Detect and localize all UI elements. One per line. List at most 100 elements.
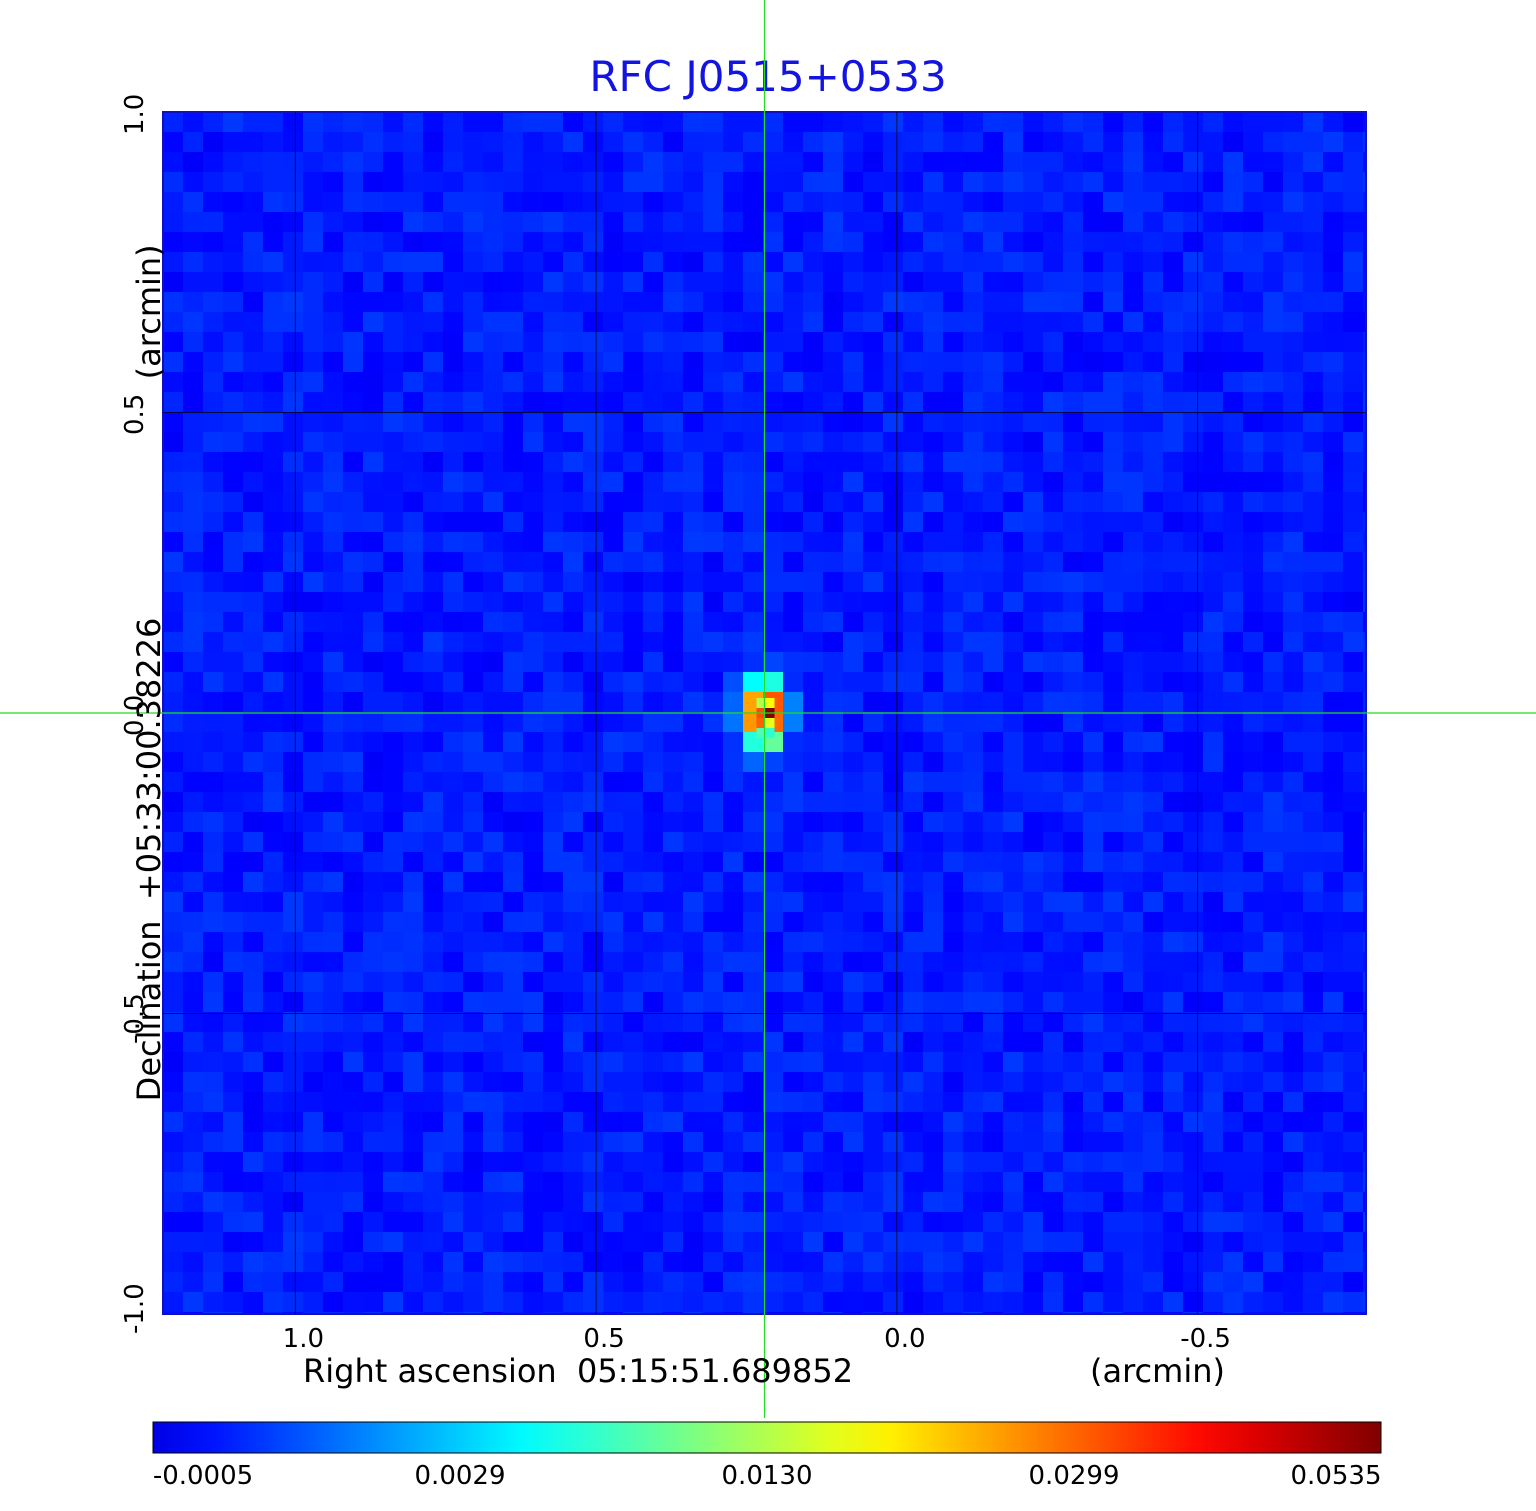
map-pixel [1143, 912, 1163, 932]
map-pixel [1183, 172, 1203, 192]
map-pixel [1103, 1072, 1123, 1092]
map-pixel [243, 452, 263, 472]
map-pixel [443, 492, 463, 512]
map-pixel [223, 492, 243, 512]
map-pixel [383, 512, 403, 532]
map-pixel [1003, 852, 1023, 872]
map-pixel [803, 452, 823, 472]
map-pixel [1263, 792, 1283, 812]
map-pixel [1023, 472, 1043, 492]
map-pixel [403, 692, 423, 712]
map-pixel [1223, 692, 1243, 712]
map-pixel [463, 172, 483, 192]
map-pixel [443, 352, 463, 372]
map-pixel [843, 732, 863, 752]
map-pixel [823, 1132, 843, 1152]
map-pixel [1003, 992, 1023, 1012]
map-pixel [263, 932, 283, 952]
map-pixel [483, 792, 503, 812]
map-pixel [183, 792, 203, 812]
map-pixel [223, 1292, 243, 1312]
map-pixel [203, 1052, 223, 1072]
map-pixel [1343, 1112, 1363, 1132]
map-pixel [443, 772, 463, 792]
map-pixel [663, 932, 683, 952]
map-pixel [1183, 792, 1203, 812]
map-pixel [403, 912, 423, 932]
map-pixel [643, 452, 663, 472]
map-pixel [1323, 132, 1343, 152]
map-pixel [883, 952, 903, 972]
map-pixel [483, 1292, 503, 1312]
map-pixel [303, 732, 323, 752]
map-pixel [683, 892, 703, 912]
map-pixel [723, 972, 743, 992]
map-pixel [723, 1172, 743, 1192]
map-pixel [483, 1012, 503, 1032]
map-pixel [203, 512, 223, 532]
map-pixel [883, 1212, 903, 1232]
map-pixel [1163, 1252, 1183, 1272]
map-pixel [783, 572, 803, 592]
map-pixel [823, 692, 843, 712]
map-pixel [963, 632, 983, 652]
map-pixel [383, 1212, 403, 1232]
map-pixel [983, 412, 1003, 432]
map-pixel [423, 1272, 443, 1292]
map-pixel [583, 332, 603, 352]
map-pixel [243, 972, 263, 992]
map-pixel [1283, 1192, 1303, 1212]
map-pixel [563, 392, 583, 412]
map-pixel [563, 1212, 583, 1232]
map-pixel [1223, 1012, 1243, 1032]
map-pixel [803, 432, 823, 452]
map-pixel [1143, 1072, 1163, 1092]
colorbar-tick-label: 0.0130 [721, 1461, 813, 1491]
map-pixel [803, 252, 823, 272]
map-pixel [663, 1012, 683, 1032]
map-pixel [723, 992, 743, 1012]
map-pixel [983, 1272, 1003, 1292]
map-pixel [1043, 1252, 1063, 1272]
map-pixel [1043, 192, 1063, 212]
map-pixel [1243, 852, 1263, 872]
map-pixel [843, 832, 863, 852]
map-pixel [943, 952, 963, 972]
map-pixel [403, 632, 423, 652]
map-pixel [1043, 372, 1063, 392]
map-pixel [1343, 1072, 1363, 1092]
map-pixel [1163, 972, 1183, 992]
map-pixel [1143, 572, 1163, 592]
map-pixel [723, 292, 743, 312]
map-pixel [503, 572, 523, 592]
map-pixel [523, 1012, 543, 1032]
map-pixel [283, 972, 303, 992]
map-pixel [223, 972, 243, 992]
map-pixel [443, 212, 463, 232]
map-pixel [323, 512, 343, 532]
map-pixel [1023, 1252, 1043, 1272]
map-pixel [1083, 512, 1103, 532]
map-pixel [323, 952, 343, 972]
map-pixel [683, 1232, 703, 1252]
map-pixel [563, 592, 583, 612]
map-pixel [1063, 1212, 1083, 1232]
map-pixel [463, 132, 483, 152]
map-pixel [383, 632, 403, 652]
map-pixel [1183, 192, 1203, 212]
map-pixel [1263, 252, 1283, 272]
map-pixel [743, 212, 763, 232]
map-pixel [763, 332, 783, 352]
map-pixel [763, 932, 783, 952]
map-pixel [163, 1272, 183, 1292]
map-pixel [1263, 892, 1283, 912]
map-pixel [183, 1172, 203, 1192]
x-axis-unit: (arcmin) [1090, 1352, 1225, 1390]
map-pixel [623, 1212, 643, 1232]
map-pixel [843, 1252, 863, 1272]
map-pixel [1003, 952, 1023, 972]
map-pixel [363, 252, 383, 272]
map-pixel [863, 1172, 883, 1192]
map-pixel [943, 992, 963, 1012]
map-pixel [1083, 1012, 1103, 1032]
